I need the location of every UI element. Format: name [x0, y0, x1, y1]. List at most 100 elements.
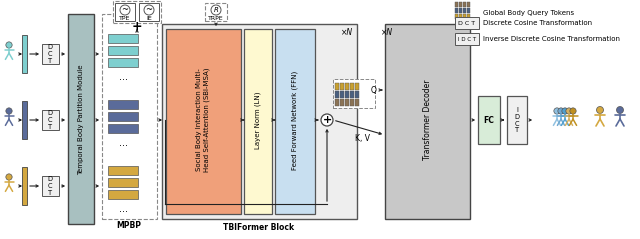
Text: IE: IE	[146, 16, 152, 21]
Bar	[345, 91, 349, 98]
Bar	[455, 17, 479, 29]
Text: D
C
T: D C T	[47, 44, 52, 64]
Bar	[335, 99, 339, 106]
Bar	[455, 2, 458, 7]
Circle shape	[120, 5, 130, 15]
Text: ...: ...	[118, 204, 127, 214]
Bar	[108, 34, 138, 43]
Text: Discrete Cosine Transformation: Discrete Cosine Transformation	[483, 20, 592, 26]
Text: ...: ...	[118, 72, 127, 82]
Bar	[22, 101, 27, 139]
Bar	[42, 110, 59, 130]
Bar	[333, 79, 375, 108]
Bar	[275, 29, 315, 214]
Bar	[345, 83, 349, 90]
Bar	[459, 8, 462, 13]
Text: FC: FC	[484, 115, 495, 125]
Bar	[463, 8, 466, 13]
Text: MPBP: MPBP	[116, 222, 141, 230]
Bar	[102, 14, 157, 219]
Bar	[22, 35, 27, 73]
Text: Social Body Interaction Multi-
Head Self-Attention (SBI-MSA): Social Body Interaction Multi- Head Self…	[196, 68, 210, 172]
Text: K, V: K, V	[355, 135, 370, 143]
Text: Transformer Decoder: Transformer Decoder	[422, 80, 431, 160]
Circle shape	[554, 108, 560, 114]
Bar	[463, 2, 466, 7]
Bar	[340, 91, 344, 98]
Text: ×N: ×N	[341, 27, 353, 37]
Bar	[350, 83, 354, 90]
Bar	[459, 2, 462, 7]
Circle shape	[596, 107, 604, 114]
Text: I D C T: I D C T	[458, 37, 476, 42]
Text: TBIFormer Block: TBIFormer Block	[223, 223, 294, 233]
Bar	[467, 2, 470, 7]
Text: Inverse Discrete Cosine Transformation: Inverse Discrete Cosine Transformation	[483, 36, 620, 42]
Bar	[507, 96, 527, 144]
Bar	[108, 166, 138, 175]
Text: TPE: TPE	[119, 16, 131, 21]
Text: +: +	[132, 20, 142, 33]
Bar	[108, 190, 138, 199]
Bar	[335, 91, 339, 98]
Circle shape	[144, 5, 154, 15]
Bar	[345, 99, 349, 106]
Text: ...: ...	[118, 138, 127, 148]
Text: TRPE: TRPE	[208, 16, 224, 21]
Bar	[113, 1, 161, 23]
Bar	[139, 3, 159, 21]
Bar	[42, 44, 59, 64]
Bar	[335, 83, 339, 90]
Bar	[455, 14, 458, 19]
Bar	[340, 99, 344, 106]
Bar	[455, 8, 458, 13]
Text: D
C
T: D C T	[47, 176, 52, 196]
Text: Global Body Query Tokens: Global Body Query Tokens	[483, 10, 574, 16]
Bar	[463, 14, 466, 19]
Text: Feed Forward Network (FFN): Feed Forward Network (FFN)	[292, 70, 298, 170]
Bar	[350, 99, 354, 106]
Text: Layer Norm (LN): Layer Norm (LN)	[255, 91, 261, 149]
Bar	[166, 29, 241, 214]
Bar	[455, 33, 479, 45]
Circle shape	[570, 108, 576, 114]
Bar	[108, 124, 138, 133]
Text: I
D
C
T: I D C T	[515, 107, 520, 134]
Circle shape	[566, 108, 572, 114]
Circle shape	[6, 42, 12, 48]
Circle shape	[562, 108, 568, 114]
Bar	[340, 83, 344, 90]
Circle shape	[6, 174, 12, 180]
Circle shape	[211, 5, 221, 15]
Bar	[350, 91, 354, 98]
Bar	[108, 100, 138, 109]
Text: ~: ~	[145, 5, 152, 15]
Bar	[42, 176, 59, 196]
Text: D C T: D C T	[458, 21, 476, 26]
Text: D
C
T: D C T	[47, 110, 52, 130]
Text: Q: Q	[371, 86, 377, 95]
Bar	[205, 3, 227, 21]
Text: +: +	[323, 115, 332, 125]
Text: ×N: ×N	[381, 27, 393, 37]
Circle shape	[616, 107, 623, 114]
Bar	[68, 14, 94, 224]
Circle shape	[6, 108, 12, 114]
Bar	[459, 14, 462, 19]
Bar	[22, 167, 27, 205]
Bar	[162, 24, 357, 219]
Text: ~: ~	[122, 5, 129, 15]
Bar	[355, 91, 359, 98]
Circle shape	[558, 108, 564, 114]
Bar	[385, 24, 470, 219]
Circle shape	[321, 114, 333, 126]
Bar	[355, 83, 359, 90]
Bar	[478, 96, 500, 144]
Text: Temporal Body Partition Module: Temporal Body Partition Module	[78, 65, 84, 175]
Bar	[115, 3, 135, 21]
Text: R: R	[214, 7, 218, 13]
Bar	[467, 8, 470, 13]
Bar	[108, 58, 138, 67]
Bar	[108, 112, 138, 121]
Bar	[355, 99, 359, 106]
